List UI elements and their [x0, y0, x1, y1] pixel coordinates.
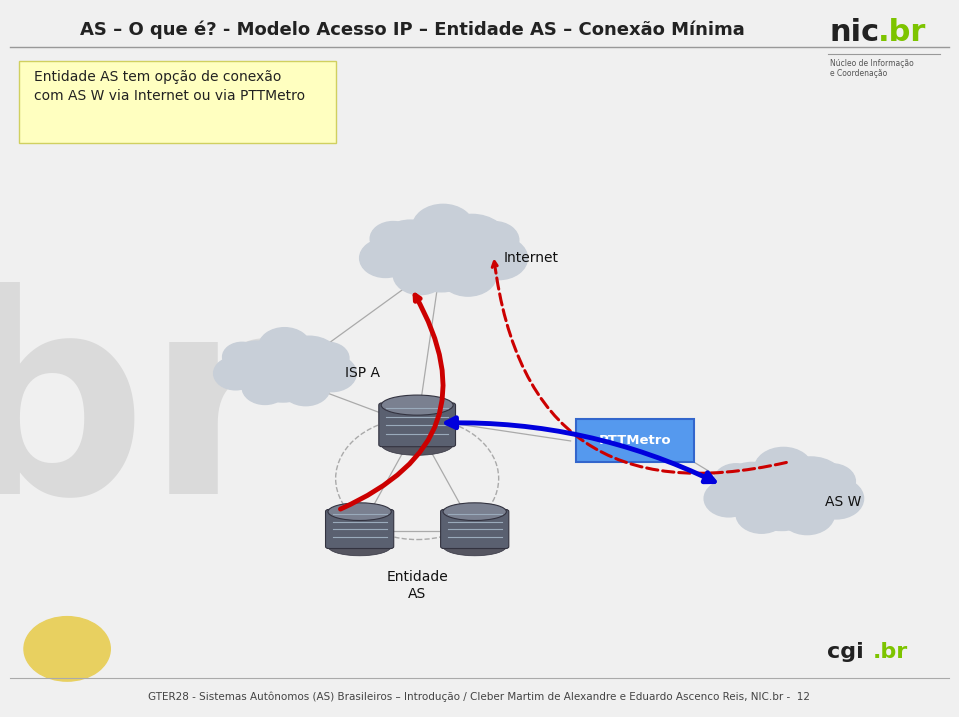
Circle shape [222, 342, 262, 371]
Circle shape [780, 494, 834, 535]
Circle shape [307, 342, 349, 374]
Circle shape [360, 239, 411, 277]
Text: AS – O que é? - Modelo Acesso IP – Entidade AS – Conexão Mínima: AS – O que é? - Modelo Acesso IP – Entid… [80, 20, 745, 39]
Circle shape [401, 232, 481, 292]
FancyBboxPatch shape [379, 403, 456, 447]
Circle shape [737, 495, 787, 533]
Circle shape [248, 351, 317, 402]
Circle shape [776, 457, 846, 509]
FancyBboxPatch shape [576, 419, 694, 462]
Circle shape [370, 222, 416, 256]
FancyBboxPatch shape [325, 510, 394, 549]
FancyBboxPatch shape [19, 61, 336, 143]
Circle shape [379, 220, 442, 267]
Text: PTTMetro: PTTMetro [599, 435, 671, 447]
Circle shape [393, 255, 447, 295]
Text: Núcleo de Informação
e Coordenação: Núcleo de Informação e Coordenação [830, 59, 913, 78]
Circle shape [230, 341, 284, 381]
Text: AS W: AS W [825, 495, 861, 509]
Circle shape [258, 328, 311, 366]
Circle shape [722, 462, 783, 508]
Text: .br: .br [877, 18, 925, 47]
Circle shape [808, 464, 855, 499]
Circle shape [307, 355, 356, 391]
Circle shape [412, 204, 474, 250]
Text: nic: nic [830, 18, 879, 47]
Ellipse shape [382, 434, 454, 455]
Ellipse shape [328, 537, 391, 556]
Circle shape [755, 447, 812, 491]
Circle shape [469, 222, 519, 259]
Circle shape [214, 357, 258, 390]
Text: ISP A: ISP A [345, 366, 380, 380]
Circle shape [470, 237, 527, 280]
FancyBboxPatch shape [440, 510, 509, 549]
Circle shape [435, 214, 508, 269]
Circle shape [743, 473, 820, 531]
Text: Internet: Internet [503, 251, 558, 265]
Text: GTER28 - Sistemas Autônomos (AS) Brasileiros – Introdução / Cleber Martim de Ale: GTER28 - Sistemas Autônomos (AS) Brasile… [149, 692, 810, 702]
Circle shape [278, 336, 340, 383]
Circle shape [808, 478, 863, 519]
Ellipse shape [382, 395, 454, 415]
Ellipse shape [443, 503, 506, 521]
Circle shape [242, 371, 288, 404]
Ellipse shape [328, 503, 391, 521]
Circle shape [439, 253, 497, 296]
Text: br: br [0, 281, 283, 551]
Text: Entidade
AS: Entidade AS [386, 570, 448, 602]
Text: .br: .br [873, 642, 908, 663]
Text: Entidade AS tem opção de conexão
com AS W via Internet ou via PTTMetro: Entidade AS tem opção de conexão com AS … [34, 70, 305, 103]
Circle shape [714, 464, 758, 496]
Circle shape [281, 369, 330, 406]
Circle shape [704, 480, 754, 517]
Circle shape [24, 617, 110, 681]
Text: cgi: cgi [827, 642, 863, 663]
Ellipse shape [443, 537, 506, 556]
